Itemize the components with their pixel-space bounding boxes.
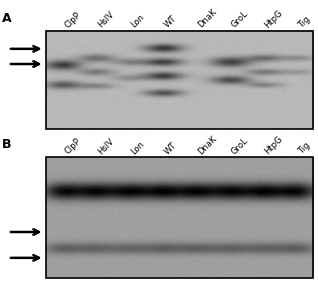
Text: ClpP: ClpP <box>63 10 82 30</box>
Bar <box>46 157 313 278</box>
Text: DnaK: DnaK <box>196 134 219 156</box>
Text: Tig: Tig <box>297 141 312 156</box>
Text: GroL: GroL <box>230 10 250 30</box>
Text: WT: WT <box>163 14 179 30</box>
Text: GroL: GroL <box>230 136 250 156</box>
Text: B: B <box>2 138 11 151</box>
Text: A: A <box>2 12 11 25</box>
Text: HslV: HslV <box>96 10 116 30</box>
Text: WT: WT <box>163 140 179 156</box>
Text: HtpG: HtpG <box>263 134 285 156</box>
Text: DnaK: DnaK <box>196 7 219 30</box>
Bar <box>46 31 313 129</box>
Text: Lon: Lon <box>130 139 147 156</box>
Text: ClpP: ClpP <box>63 136 82 156</box>
Text: HslV: HslV <box>96 136 116 156</box>
Text: Lon: Lon <box>130 13 147 30</box>
Text: HtpG: HtpG <box>263 8 285 30</box>
Text: Tig: Tig <box>297 15 312 30</box>
